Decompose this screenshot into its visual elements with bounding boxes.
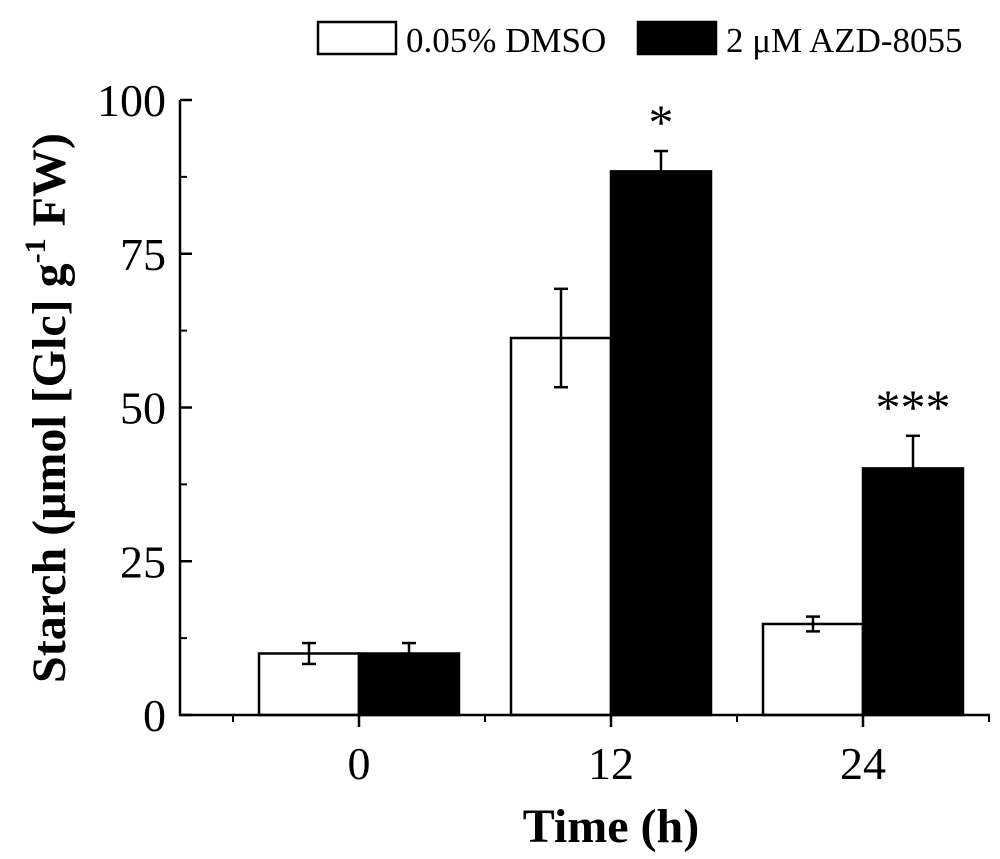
- bar-azd-24: [861, 467, 965, 717]
- x-tick-label-0: 0: [348, 738, 371, 789]
- x-axis-title: Time (h): [523, 800, 699, 853]
- bar-dmso-24: [761, 622, 865, 717]
- y-axis-title-main: Starch (μmol [Glc] g: [23, 263, 76, 683]
- y-tick-label-50: 50: [120, 383, 166, 434]
- y-tick-label-75: 75: [120, 229, 166, 280]
- legend-label-dmso: 0.05% DMSO: [406, 21, 606, 60]
- y-tick-label-0: 0: [143, 690, 166, 741]
- y-axis-title-tail: FW): [23, 133, 76, 238]
- x-tick-label-12: 12: [588, 738, 634, 789]
- significance-label-24: ***: [876, 379, 951, 435]
- x-tick-label-24: 24: [840, 738, 886, 789]
- y-tick-label-100: 100: [97, 75, 166, 126]
- bar-azd-12: [609, 170, 713, 717]
- legend-label-azd: 2 μM AZD-8055: [726, 21, 963, 60]
- legend: 0.05% DMSO 2 μM AZD-8055: [316, 20, 963, 60]
- y-tick-label-25: 25: [120, 536, 166, 587]
- bar-dmso-12: [509, 336, 613, 717]
- y-axis-title-superscript: -1: [19, 238, 52, 263]
- legend-swatch-dmso: [316, 20, 398, 56]
- y-axis-title: Starch (μmol [Glc] g-1 FW): [19, 133, 76, 683]
- significance-label-12: *: [649, 94, 674, 150]
- legend-swatch-azd: [636, 20, 718, 56]
